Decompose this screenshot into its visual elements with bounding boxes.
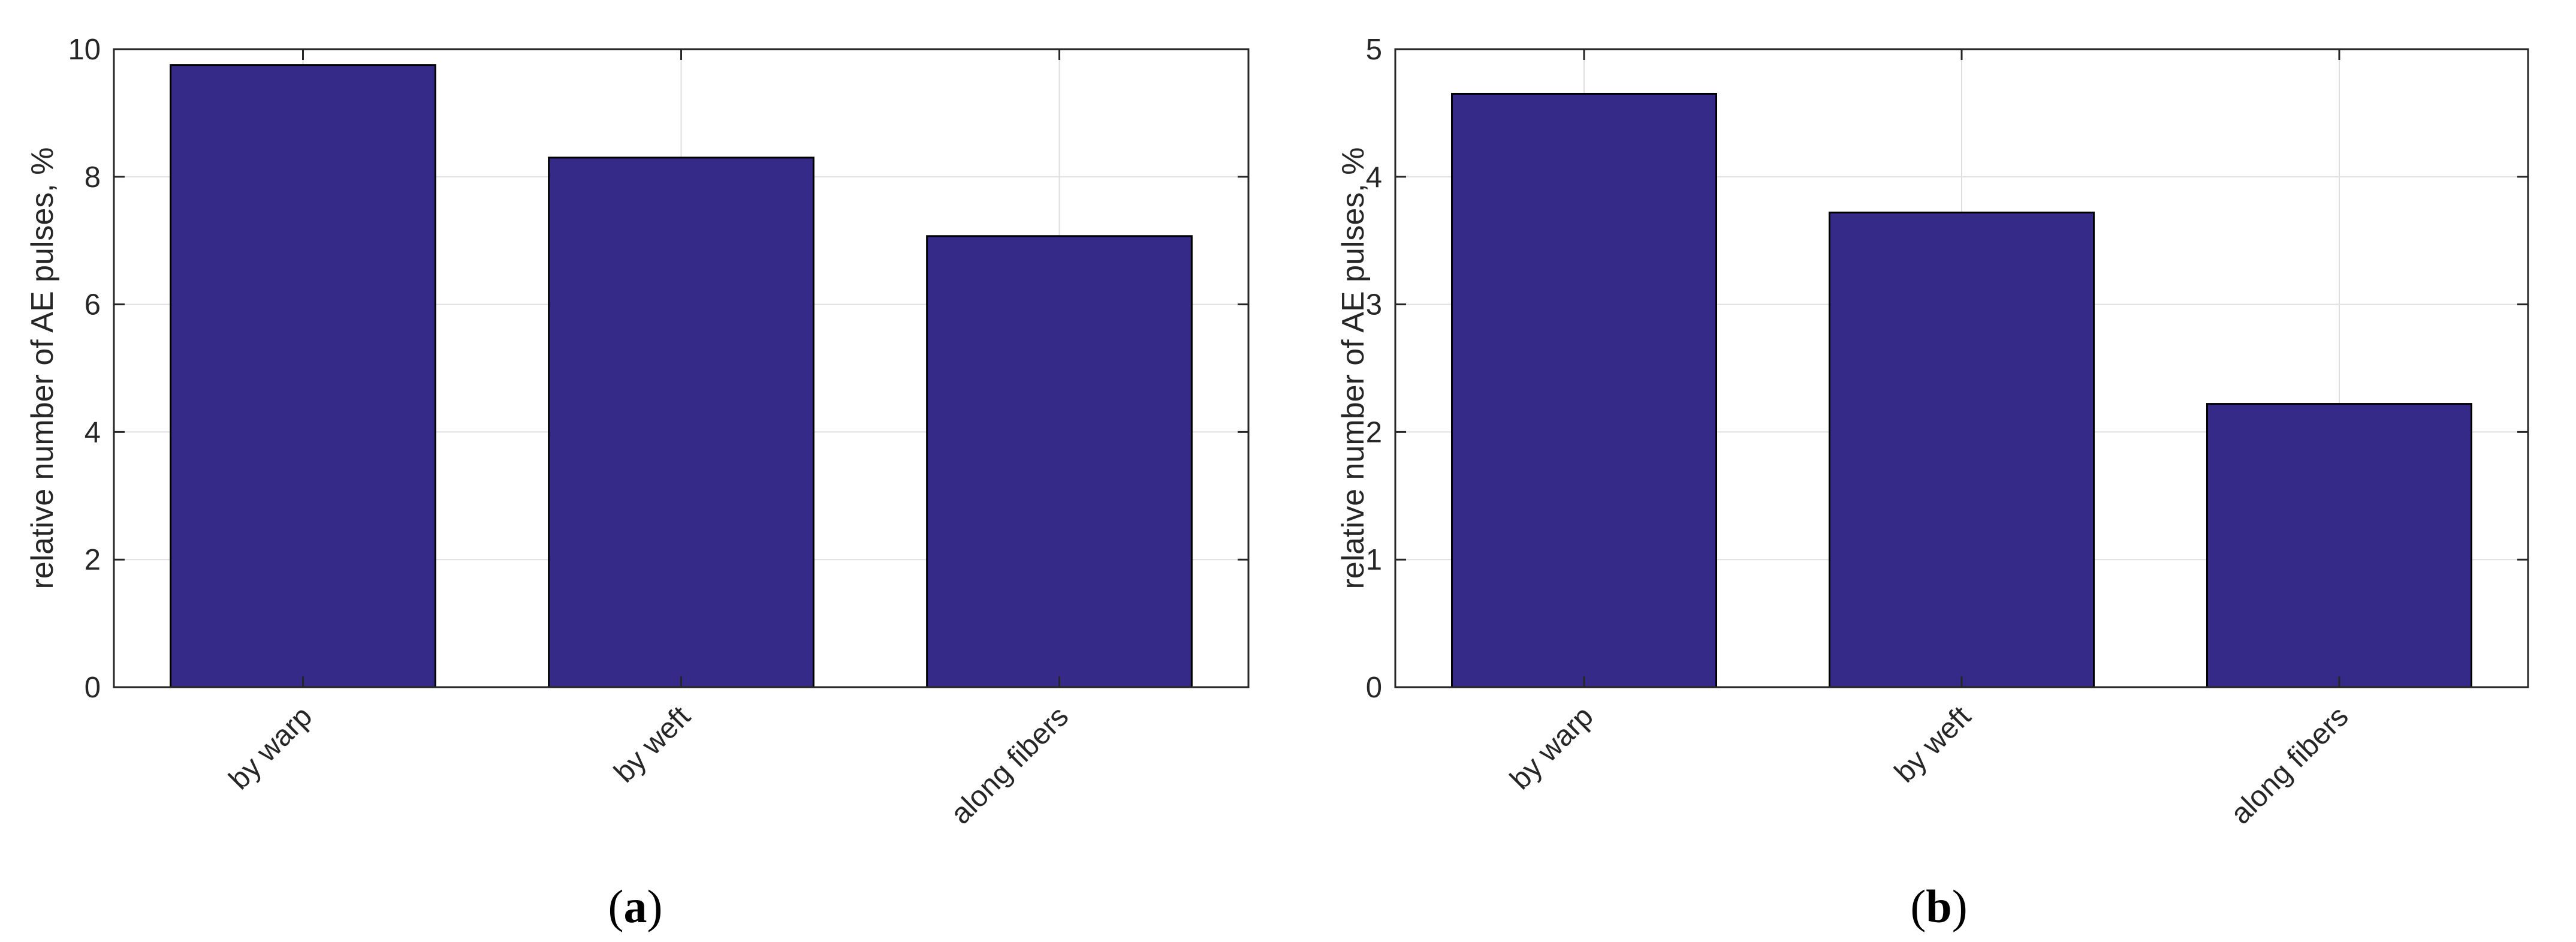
y-tick-label: 2 (85, 544, 101, 576)
y-tick-label: 5 (1366, 34, 1382, 66)
y-tick-label: 0 (1366, 672, 1382, 704)
bar-3 (926, 235, 1193, 688)
y-tick-label: 4 (1366, 161, 1382, 194)
y-tick-label: 3 (1366, 289, 1382, 321)
x-category-label: by warp (223, 700, 319, 796)
y-axis-label: relative number of AE pulses, % (1336, 147, 1371, 589)
y-tick-label: 2 (1366, 416, 1382, 449)
x-category-label: along fibers (945, 700, 1075, 830)
chart-panel-a: 0 2 4 6 8 10 by warp by weft along fibers relativ… (25, 34, 1250, 932)
x-category-label: by weft (608, 700, 696, 788)
y-tick-label: 6 (85, 289, 101, 321)
panel-label: (b) (1910, 880, 1967, 932)
y-axis-label: relative number of AE pulses, % (25, 147, 60, 589)
y-tick-label: 0 (85, 672, 101, 704)
bar-2 (1829, 211, 2095, 688)
bar-2 (548, 157, 815, 688)
y-tick-label: 10 (68, 34, 101, 66)
bar-1 (1451, 92, 1717, 688)
y-tick-label: 4 (85, 416, 101, 449)
panel-label: (a) (608, 880, 663, 932)
bar-3 (2206, 403, 2472, 688)
chart-panel-b: 0 1 2 3 4 5 by warp by weft along fibers relative… (1336, 34, 2529, 932)
y-tick-label: 1 (1366, 544, 1382, 576)
bar-1 (170, 64, 436, 688)
x-category-label: by weft (1889, 700, 1977, 788)
y-tick-label: 8 (85, 161, 101, 194)
x-category-label: along fibers (2224, 700, 2354, 830)
x-category-label: by warp (1504, 700, 1600, 796)
